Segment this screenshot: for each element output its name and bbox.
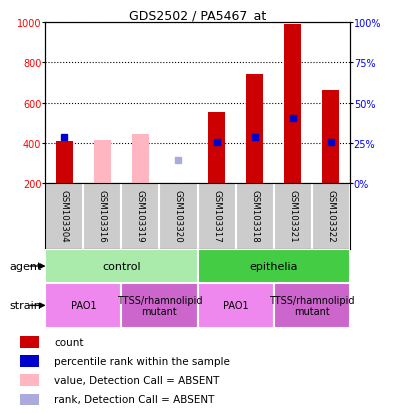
Text: agent: agent [9, 261, 41, 271]
Text: rank, Detection Call = ABSENT: rank, Detection Call = ABSENT [55, 394, 215, 404]
Text: control: control [102, 261, 141, 271]
Text: TTSS/rhamnolipid
mutant: TTSS/rhamnolipid mutant [117, 295, 202, 316]
Text: count: count [55, 337, 84, 347]
Bar [19, 394, 39, 405]
Text: GSM103318: GSM103318 [250, 189, 259, 242]
Text: TTSS/rhamnolipid
mutant: TTSS/rhamnolipid mutant [269, 295, 354, 316]
Bar [56, 142, 73, 184]
Text: GSM103322: GSM103322 [326, 189, 335, 242]
Text: value, Detection Call = ABSENT: value, Detection Call = ABSENT [55, 375, 220, 385]
Text: PAO1: PAO1 [71, 301, 96, 311]
Text: PAO1: PAO1 [223, 301, 248, 311]
Text: strain: strain [9, 301, 41, 311]
Text: GSM103320: GSM103320 [174, 189, 183, 242]
Bar [246, 75, 263, 184]
Title: GDS2502 / PA5467_at: GDS2502 / PA5467_at [129, 9, 266, 21]
Bar [45, 250, 198, 283]
Text: GSM103316: GSM103316 [98, 189, 107, 242]
Bar [19, 375, 39, 386]
Bar [198, 250, 350, 283]
Text: GSM103317: GSM103317 [212, 189, 221, 242]
Bar [122, 283, 198, 328]
Text: GSM103319: GSM103319 [136, 189, 145, 242]
Bar [19, 355, 39, 367]
Bar [94, 140, 111, 184]
Bar [19, 336, 39, 348]
Bar [322, 91, 339, 184]
Text: percentile rank within the sample: percentile rank within the sample [55, 356, 230, 366]
Text: GSM103304: GSM103304 [60, 189, 69, 242]
Bar [273, 283, 350, 328]
Bar [132, 135, 149, 184]
Bar [198, 283, 274, 328]
Text: GSM103321: GSM103321 [288, 189, 297, 242]
Text: epithelia: epithelia [249, 261, 298, 271]
Bar [284, 25, 301, 184]
Bar [208, 112, 225, 184]
Bar [45, 283, 122, 328]
